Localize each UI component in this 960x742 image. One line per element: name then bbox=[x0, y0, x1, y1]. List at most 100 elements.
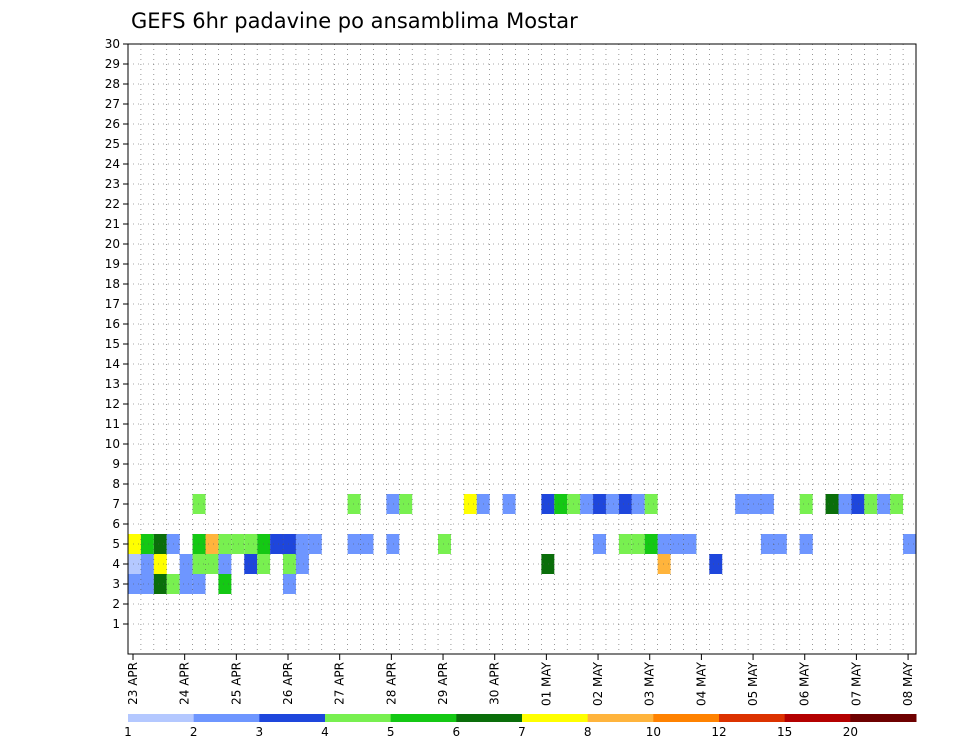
heatmap-cell bbox=[463, 494, 477, 514]
legend-swatch bbox=[390, 714, 457, 722]
heatmap-cell bbox=[580, 494, 594, 514]
legend-swatch bbox=[259, 714, 326, 722]
heatmap-cell bbox=[709, 554, 723, 574]
heatmap-cell bbox=[347, 494, 361, 514]
heatmap-cell bbox=[270, 534, 284, 554]
x-tick-label: 06 MAY bbox=[798, 661, 812, 706]
heatmap-cell bbox=[205, 554, 219, 574]
heatmap-cell bbox=[128, 554, 141, 574]
heatmap-cell bbox=[192, 554, 206, 574]
heatmap-cell bbox=[799, 494, 813, 514]
heatmap-cell bbox=[140, 534, 154, 554]
legend-label: 5 bbox=[387, 725, 395, 739]
legend-label: 12 bbox=[711, 725, 726, 739]
y-tick-label: 19 bbox=[105, 257, 120, 271]
heatmap-cell bbox=[825, 494, 839, 514]
grid-lines bbox=[128, 43, 916, 654]
y-tick-label: 21 bbox=[105, 217, 120, 231]
heatmap-cell bbox=[192, 534, 206, 554]
y-tick-label: 24 bbox=[105, 157, 120, 171]
x-tick-label: 07 MAY bbox=[849, 661, 863, 706]
heatmap-cell bbox=[903, 534, 916, 554]
heatmap-cell bbox=[179, 554, 193, 574]
heatmap-cell bbox=[360, 534, 374, 554]
heatmap-cell bbox=[192, 494, 206, 514]
y-tick-label: 6 bbox=[112, 517, 120, 531]
heatmap-cell bbox=[760, 534, 774, 554]
y-tick-label: 25 bbox=[105, 137, 120, 151]
legend-swatch bbox=[193, 714, 260, 722]
heatmap-cell bbox=[657, 534, 671, 554]
heatmap-cell bbox=[541, 554, 555, 574]
heatmap-cell bbox=[593, 534, 606, 554]
heatmap-cell bbox=[670, 534, 684, 554]
heatmap-cell bbox=[399, 494, 413, 514]
heatmap-cell bbox=[295, 534, 309, 554]
heatmap-cell bbox=[192, 574, 206, 594]
heatmap-cell bbox=[386, 534, 400, 554]
y-tick-label: 22 bbox=[105, 197, 120, 211]
heatmap-cell bbox=[283, 574, 296, 594]
x-tick-label: 23 APR bbox=[126, 662, 140, 705]
legend-label: 2 bbox=[190, 725, 198, 739]
heatmap-cell bbox=[735, 494, 749, 514]
y-tick-label: 29 bbox=[105, 57, 120, 71]
y-tick-label: 4 bbox=[112, 557, 120, 571]
heatmap-cell bbox=[347, 534, 361, 554]
y-tick-label: 3 bbox=[112, 577, 120, 591]
heatmap-cell bbox=[748, 494, 761, 514]
y-tick-label: 20 bbox=[105, 237, 120, 251]
y-tick-label: 17 bbox=[105, 297, 120, 311]
heatmap-cells bbox=[128, 494, 916, 594]
y-tick-label: 27 bbox=[105, 97, 120, 111]
x-tick-label: 04 MAY bbox=[694, 661, 708, 706]
heatmap-cell bbox=[838, 494, 852, 514]
x-tick-label: 01 MAY bbox=[539, 661, 553, 706]
legend-swatch bbox=[522, 714, 589, 722]
x-axis: 23 APR 24 APR 25 APR 26 APR 27 APR 28 APR 29 A… bbox=[126, 654, 915, 706]
legend-swatch bbox=[653, 714, 720, 722]
heatmap-cell bbox=[283, 554, 296, 574]
legend-swatch bbox=[587, 714, 654, 722]
legend-label: 8 bbox=[584, 725, 592, 739]
y-tick-label: 5 bbox=[112, 537, 120, 551]
heatmap-cell bbox=[593, 494, 606, 514]
legend-swatch bbox=[719, 714, 786, 722]
x-tick-label: 30 APR bbox=[488, 662, 502, 705]
heatmap-cell bbox=[308, 534, 322, 554]
y-axis: 1234567891011121314151617181920212223242… bbox=[105, 37, 128, 631]
legend-swatch bbox=[456, 714, 523, 722]
x-tick-label: 27 APR bbox=[333, 662, 347, 705]
y-tick-label: 26 bbox=[105, 117, 120, 131]
x-tick-label: 08 MAY bbox=[901, 661, 915, 706]
legend-label: 7 bbox=[518, 725, 526, 739]
y-tick-label: 28 bbox=[105, 77, 120, 91]
heatmap-cell bbox=[205, 534, 219, 554]
heatmap-cell bbox=[657, 554, 671, 574]
x-tick-label: 29 APR bbox=[436, 662, 450, 705]
x-tick-label: 03 MAY bbox=[643, 661, 657, 706]
heatmap-cell bbox=[618, 494, 632, 514]
heatmap-cell bbox=[283, 534, 296, 554]
y-tick-label: 8 bbox=[112, 477, 120, 491]
color-legend: 1 2 3 4 5 6 7 8 10 12 15 20 bbox=[124, 714, 917, 739]
heatmap-cell bbox=[851, 494, 865, 514]
y-tick-label: 14 bbox=[105, 357, 120, 371]
y-tick-label: 23 bbox=[105, 177, 120, 191]
heatmap-cell bbox=[128, 534, 141, 554]
x-tick-label: 28 APR bbox=[384, 662, 398, 705]
y-tick-label: 10 bbox=[105, 437, 120, 451]
legend-label: 3 bbox=[256, 725, 264, 739]
heatmap-cell bbox=[541, 494, 555, 514]
heatmap-cell bbox=[218, 554, 232, 574]
heatmap-cell bbox=[618, 534, 632, 554]
legend-label: 6 bbox=[453, 725, 461, 739]
heatmap-cell bbox=[153, 554, 167, 574]
y-tick-label: 13 bbox=[105, 377, 120, 391]
heatmap-cell bbox=[153, 574, 167, 594]
y-tick-label: 11 bbox=[105, 417, 120, 431]
legend-swatch bbox=[784, 714, 851, 722]
legend-swatch bbox=[325, 714, 392, 722]
legend-swatch bbox=[128, 714, 195, 722]
